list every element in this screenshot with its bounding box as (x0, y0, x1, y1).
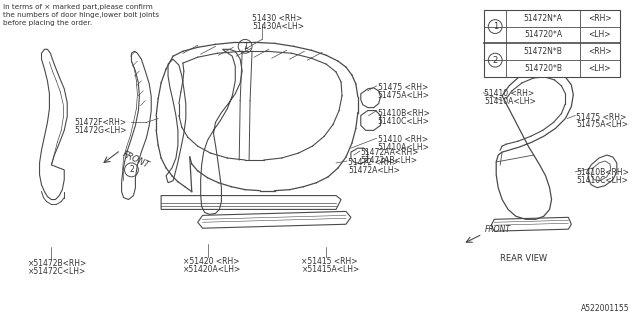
Text: 51472G<LH>: 51472G<LH> (74, 126, 127, 135)
Text: 51472AA<RH>: 51472AA<RH> (361, 148, 419, 157)
Text: 51410B<RH>: 51410B<RH> (378, 108, 431, 118)
Text: ×51420 <RH>: ×51420 <RH> (183, 257, 239, 266)
Text: <RH>: <RH> (588, 47, 612, 56)
Text: <LH>: <LH> (589, 30, 611, 39)
Text: 2: 2 (493, 56, 498, 65)
Text: 51430 <RH>: 51430 <RH> (252, 14, 302, 23)
Text: 51472 <RH>: 51472 <RH> (348, 158, 398, 167)
Text: 51410C<LH>: 51410C<LH> (378, 116, 429, 125)
Text: 51410B<RH>: 51410B<RH> (576, 168, 629, 177)
Text: A522001155: A522001155 (581, 304, 630, 313)
Text: FRONT: FRONT (484, 225, 510, 234)
Text: ×51472B<RH>: ×51472B<RH> (28, 259, 87, 268)
Text: 51410 <RH>: 51410 <RH> (484, 89, 534, 98)
Text: 2: 2 (129, 165, 134, 174)
Text: ×51472C<LH>: ×51472C<LH> (28, 267, 86, 276)
Text: REAR VIEW: REAR VIEW (500, 254, 547, 263)
Text: 51472AB<LH>: 51472AB<LH> (361, 156, 418, 165)
Bar (484, 10, 620, 77)
Text: 51472N*A: 51472N*A (524, 14, 563, 23)
Text: 514720*B: 514720*B (524, 64, 562, 73)
Text: 51472N*B: 51472N*B (524, 47, 563, 56)
Text: FRONT: FRONT (120, 150, 150, 171)
Text: 51472A<LH>: 51472A<LH> (348, 166, 400, 175)
Text: 1: 1 (243, 42, 248, 51)
Text: 1: 1 (493, 22, 498, 31)
Text: 514720*A: 514720*A (524, 30, 562, 39)
Text: 51410C<LH>: 51410C<LH> (576, 176, 628, 185)
Text: <RH>: <RH> (588, 14, 612, 23)
Text: <LH>: <LH> (589, 64, 611, 73)
Text: 51410 <RH>: 51410 <RH> (378, 135, 428, 144)
Text: 51472F<RH>: 51472F<RH> (74, 118, 126, 127)
Text: 51475A<LH>: 51475A<LH> (378, 91, 429, 100)
Text: 51430A<LH>: 51430A<LH> (252, 22, 304, 31)
Text: 51410A<LH>: 51410A<LH> (378, 143, 429, 152)
Text: 51475 <RH>: 51475 <RH> (378, 83, 428, 92)
Text: 51475 <RH>: 51475 <RH> (576, 113, 627, 122)
Text: ×51415A<LH>: ×51415A<LH> (301, 265, 360, 274)
Text: ×51415 <RH>: ×51415 <RH> (301, 257, 358, 266)
Text: 51475A<LH>: 51475A<LH> (576, 120, 628, 130)
Text: ×51420A<LH>: ×51420A<LH> (183, 265, 241, 274)
Text: In terms of × marked part,please confirm
the numbers of door hinge,lower bolt jo: In terms of × marked part,please confirm… (3, 4, 159, 26)
Text: 51410A<LH>: 51410A<LH> (484, 97, 536, 106)
